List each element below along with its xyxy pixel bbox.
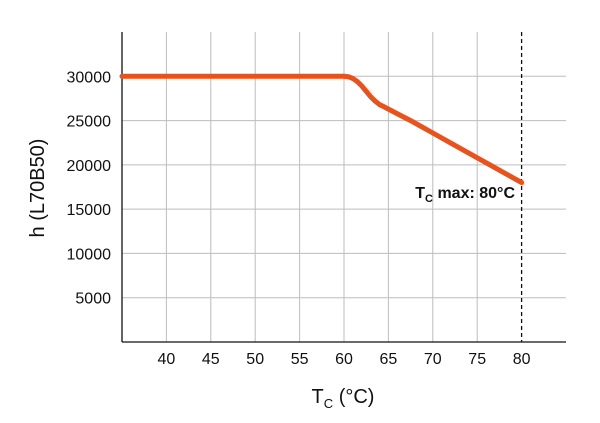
x-axis-title-sub: C <box>324 396 333 411</box>
y-tick-label: 10000 <box>67 246 112 263</box>
annotation-main: T <box>415 185 425 202</box>
y-axis-title: h (L70B50) <box>27 139 49 238</box>
tc-max-annotation: TC max: 80°C <box>415 185 515 205</box>
series-line <box>119 73 525 186</box>
x-axis-title-unit: (°C) <box>333 386 374 408</box>
x-axis-title: TC (°C) <box>312 386 375 411</box>
y-tick-label: 25000 <box>67 114 112 131</box>
y-tick-label: 5000 <box>75 291 111 308</box>
x-tick-label: 40 <box>158 351 176 368</box>
y-tick-labels: 5000 10000 15000 20000 25000 30000 <box>67 69 112 307</box>
x-tick-label: 65 <box>380 351 398 368</box>
x-tick-label: 45 <box>202 351 220 368</box>
annotation-rest: max: 80°C <box>433 185 515 202</box>
x-tick-label: 55 <box>291 351 309 368</box>
y-tick-label: 15000 <box>67 202 112 219</box>
y-tick-label: 20000 <box>67 158 112 175</box>
x-tick-label: 80 <box>513 351 531 368</box>
x-tick-label: 60 <box>335 351 353 368</box>
x-axis-title-main: T <box>312 386 324 408</box>
y-tick-label: 30000 <box>67 69 112 86</box>
x-tick-label: 70 <box>424 351 442 368</box>
x-tick-label: 50 <box>246 351 264 368</box>
x-tick-labels: 40 45 50 55 60 65 70 75 80 <box>158 351 531 368</box>
x-tick-label: 75 <box>468 351 486 368</box>
annotation-sub: C <box>425 193 433 205</box>
series-layer <box>119 73 525 186</box>
axes <box>121 32 566 343</box>
